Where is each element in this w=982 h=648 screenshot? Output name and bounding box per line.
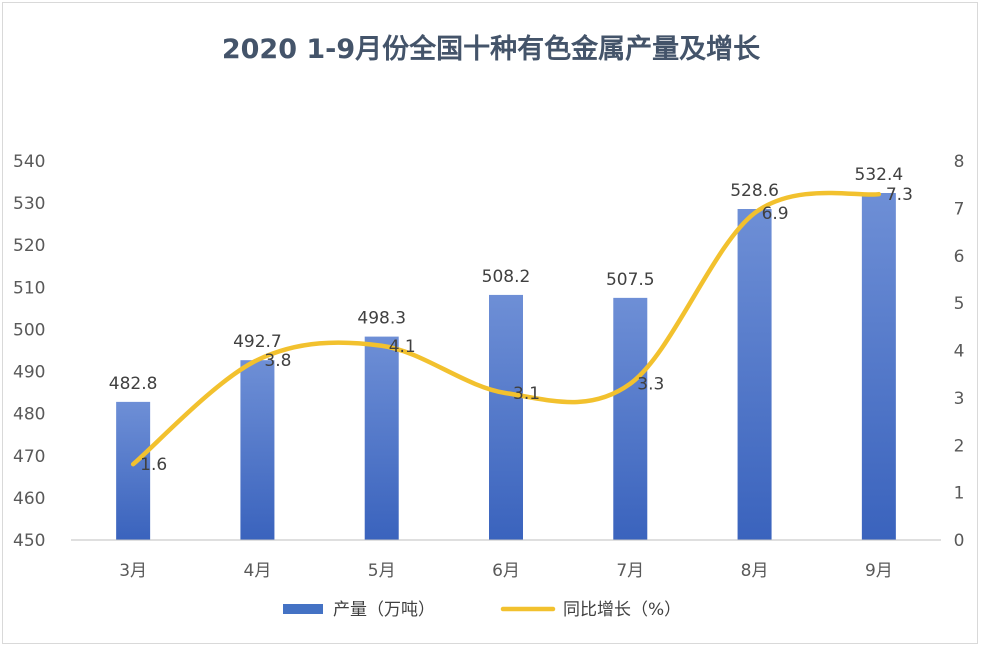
legend-bar-swatch (283, 604, 323, 614)
left-y-tick-label: 480 (13, 405, 45, 425)
right-y-tick-label: 4 (954, 342, 965, 362)
bar-3月 (116, 401, 151, 540)
legend-line-label: 同比增长（%） (563, 600, 681, 620)
line-value-label: 3.8 (264, 351, 291, 371)
legend: 产量（万吨） 同比增长（%） (283, 600, 681, 620)
left-y-tick-label: 530 (13, 194, 45, 214)
left-y-tick-label: 450 (13, 531, 45, 551)
bar-value-label: 498.3 (357, 309, 406, 329)
chart-title: 2020 1-9月份全国十种有色金属产量及增长 (222, 33, 761, 65)
line-value-label: 4.1 (389, 337, 416, 357)
x-tick-label: 4月 (244, 561, 272, 581)
left-y-tick-label: 500 (13, 320, 45, 340)
bar-5月 (364, 336, 399, 540)
bar-6月 (489, 294, 523, 540)
bar-series (116, 193, 896, 541)
bar-4月 (240, 360, 275, 540)
bar-value-label: 508.2 (482, 267, 531, 287)
right-y-tick-label: 2 (954, 436, 965, 456)
x-tick-label: 9月 (865, 561, 893, 581)
bar-value-label: 492.7 (233, 332, 282, 352)
line-series (130, 190, 882, 467)
line-value-label: 7.3 (886, 185, 913, 205)
right-y-tick-label: 7 (954, 199, 965, 219)
bar-9月 (861, 193, 896, 540)
data-labels: 482.8 492.7 498.3 508.2 507.5 528.6 532.4 1.6 3.… (109, 165, 913, 475)
line-value-label: 6.9 (762, 204, 789, 224)
right-y-tick-label: 6 (954, 247, 965, 267)
bar-value-label: 507.5 (606, 270, 655, 290)
line-value-label: 3.1 (513, 384, 540, 404)
right-y-tick-label: 0 (954, 531, 965, 551)
line-value-label: 3.3 (637, 375, 664, 395)
bar-value-label: 532.4 (855, 165, 904, 185)
left-y-tick-label: 510 (13, 278, 45, 298)
left-y-tick-label: 460 (13, 489, 45, 509)
right-y-axis: 8 7 6 5 4 3 2 1 0 (954, 152, 965, 551)
x-tick-label: 7月 (616, 561, 644, 581)
x-axis: 3月 4月 5月 6月 7月 8月 9月 (71, 539, 941, 581)
left-y-tick-label: 540 (13, 152, 45, 172)
bar-8月 (737, 209, 772, 541)
left-y-tick-label: 470 (13, 447, 45, 467)
left-y-axis: 540 530 520 510 500 490 480 470 460 450 (13, 152, 45, 551)
line-value-label: 1.6 (140, 455, 167, 475)
right-y-tick-label: 8 (954, 152, 965, 172)
legend-bar-label: 产量（万吨） (333, 600, 435, 620)
bar-value-label: 482.8 (109, 374, 158, 394)
right-y-tick-label: 5 (954, 294, 965, 314)
x-tick-label: 3月 (119, 561, 147, 581)
x-tick-label: 5月 (368, 561, 396, 581)
x-tick-label: 8月 (741, 561, 769, 581)
left-y-tick-label: 490 (13, 363, 45, 383)
x-tick-label: 6月 (492, 561, 520, 581)
right-y-tick-label: 3 (954, 389, 965, 409)
chart-canvas: 2020 1-9月份全国十种有色金属产量及增长 3月 4月 5月 6月 7月 8月 9月 5… (13, 33, 965, 620)
bar-value-label: 528.6 (730, 181, 779, 201)
bar-7月 (613, 297, 648, 540)
left-y-tick-label: 520 (13, 236, 45, 256)
right-y-tick-label: 1 (954, 484, 965, 504)
